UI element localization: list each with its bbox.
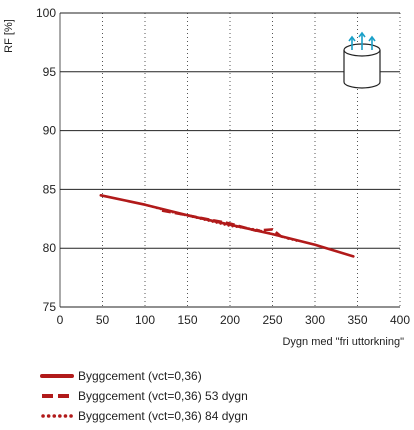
- x-tick-label: 50: [96, 313, 110, 327]
- legend-swatch-solid: [40, 374, 74, 378]
- legend-label-dashed: Byggcement (vct=0,36) 53 dygn: [78, 389, 248, 403]
- x-axis-label: Dygn med "fri uttorkning": [282, 336, 404, 348]
- legend-swatch-dashed: [42, 394, 72, 398]
- legend-item-solid: Byggcement (vct=0,36): [40, 366, 248, 386]
- y-tick-label: 85: [43, 182, 57, 196]
- y-tick-label: 90: [43, 124, 57, 138]
- series-line-dotted: [143, 203, 300, 243]
- legend-item-dotted: Byggcement (vct=0,36) 84 dygn: [40, 406, 248, 426]
- y-tick-label: 95: [43, 65, 57, 79]
- y-axis-label: RF [%]: [3, 19, 15, 53]
- x-tick-label: 300: [305, 313, 325, 327]
- y-tick-label: 100: [36, 6, 56, 20]
- x-tick-label: 0: [57, 313, 64, 327]
- legend-swatch-dotted: [41, 414, 74, 418]
- series-group: [99, 194, 355, 258]
- x-tick-labels: 0 50 100 150 200 250 300 350 400: [57, 313, 411, 327]
- x-tick-label: 350: [347, 313, 367, 327]
- y-tick-label: 80: [43, 241, 57, 255]
- y-tick-labels: 75 80 85 90 95 100: [36, 6, 56, 314]
- legend-item-dashed: Byggcement (vct=0,36) 53 dygn: [40, 386, 248, 406]
- legend: Byggcement (vct=0,36) Byggcement (vct=0,…: [40, 366, 248, 426]
- x-tick-label: 400: [390, 313, 410, 327]
- x-tick-label: 150: [177, 313, 197, 327]
- drying-cylinder-icon: [343, 31, 381, 89]
- y-tick-label: 75: [43, 300, 57, 314]
- legend-label-solid: Byggcement (vct=0,36): [78, 369, 202, 383]
- x-tick-label: 100: [135, 313, 155, 327]
- x-tick-label: 200: [220, 313, 240, 327]
- legend-label-dotted: Byggcement (vct=0,36) 84 dygn: [78, 409, 248, 423]
- x-tick-label: 250: [262, 313, 282, 327]
